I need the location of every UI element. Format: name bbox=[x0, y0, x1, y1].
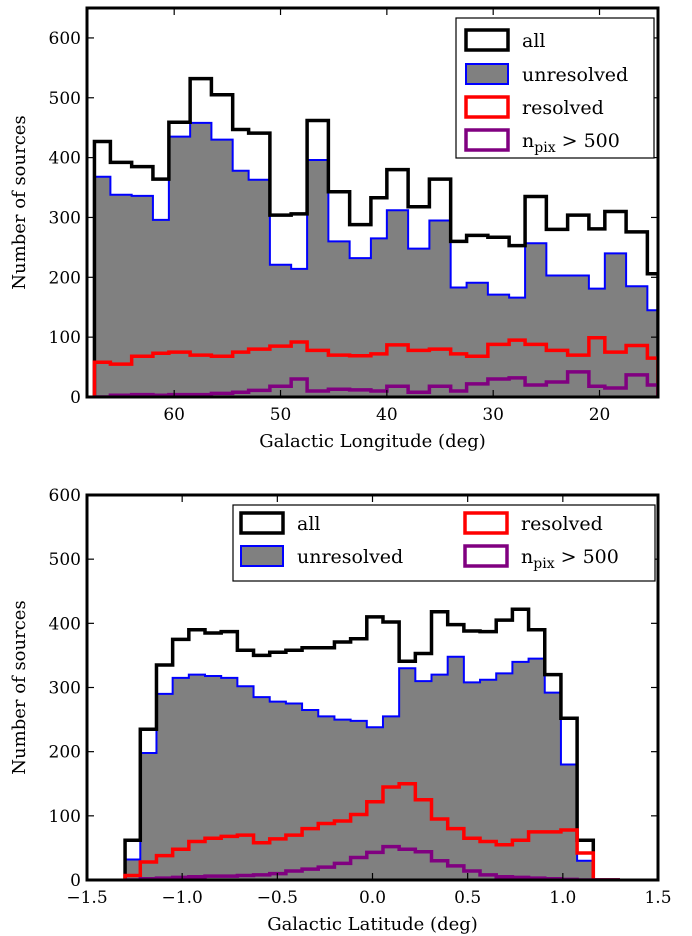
y-tick-label: 100 bbox=[49, 807, 81, 827]
y-tick-label: 500 bbox=[49, 550, 81, 570]
legend-box bbox=[232, 504, 656, 582]
x-axis-label: Galactic Longitude (deg) bbox=[259, 431, 486, 452]
series-unresolved-hist bbox=[93, 121, 658, 397]
y-tick-label: 600 bbox=[49, 486, 81, 506]
legend-label-all: all bbox=[297, 513, 320, 535]
axes-frame bbox=[85, 6, 660, 399]
x-tick-label: 1.5 bbox=[644, 888, 671, 908]
y-tick-label: 200 bbox=[49, 743, 81, 763]
x-tick-label: 0.0 bbox=[359, 888, 386, 908]
legend-swatch-resolved bbox=[464, 95, 510, 119]
plot-area bbox=[123, 607, 620, 880]
series-all-hist bbox=[92, 76, 658, 397]
y-tick-label: 0 bbox=[70, 871, 81, 891]
y-axis-label: Number of sources bbox=[9, 600, 30, 774]
y-tick-label: 300 bbox=[49, 208, 81, 228]
series-all-hist bbox=[123, 607, 620, 880]
legend-swatch-all bbox=[239, 511, 285, 535]
y-axis-label: Number of sources bbox=[9, 115, 30, 289]
legend-swatch-resolved bbox=[463, 511, 509, 535]
legend-label-resolved: resolved bbox=[521, 513, 603, 535]
chart-panel-2: −1.5 −1.0 −0.5 0.0 0.5 1.0 1.5 0 100 200 300 400 500… bbox=[9, 486, 672, 935]
y-tick-label: 300 bbox=[49, 679, 81, 699]
x-tick-label: 60 bbox=[163, 405, 185, 425]
series-npix-hist bbox=[94, 370, 658, 397]
legend-swatch-unresolved bbox=[465, 63, 509, 85]
legend-swatch-npix bbox=[464, 128, 510, 152]
x-tick-label: 40 bbox=[376, 405, 398, 425]
y-tick-label: 500 bbox=[49, 89, 81, 109]
x-tick-label: 50 bbox=[270, 405, 292, 425]
x-tick-label: 1.0 bbox=[549, 888, 576, 908]
y-tick-label: 200 bbox=[49, 268, 81, 288]
x-tick-label: −0.5 bbox=[257, 888, 298, 908]
legend-box bbox=[455, 17, 655, 159]
legend-swatch-npix bbox=[463, 544, 509, 568]
x-tick-label: 0.5 bbox=[454, 888, 481, 908]
legend-label-npix: npix > 500 bbox=[521, 546, 619, 572]
legend-label-unresolved: unresolved bbox=[297, 546, 403, 568]
x-tick-label: 30 bbox=[482, 405, 504, 425]
series-resolved-hist bbox=[123, 782, 620, 880]
x-tick-label: −1.0 bbox=[162, 888, 203, 908]
x-axis-label: Galactic Latitude (deg) bbox=[267, 914, 478, 935]
legend-label-npix: npix > 500 bbox=[522, 130, 620, 156]
series-resolved-hist bbox=[92, 336, 658, 397]
y-tick-label: 600 bbox=[49, 29, 81, 49]
y-tick-label: 400 bbox=[49, 614, 81, 634]
legend: all unresolved resolved npix > 500 bbox=[455, 17, 655, 159]
x-tick-label: −1.5 bbox=[66, 888, 107, 908]
x-tick-label: 20 bbox=[589, 405, 611, 425]
series-npix-hist bbox=[125, 844, 620, 880]
legend-label-all: all bbox=[522, 30, 545, 52]
legend-label-resolved: resolved bbox=[522, 97, 604, 119]
legend-swatch-all bbox=[464, 28, 510, 52]
plot-area bbox=[92, 76, 658, 397]
legend-swatch-unresolved bbox=[240, 545, 284, 567]
legend: all unresolved resolved npix > 500 bbox=[232, 504, 656, 582]
series-unresolved-hist bbox=[124, 655, 620, 880]
legend-label-unresolved: unresolved bbox=[522, 64, 628, 86]
y-tick-label: 0 bbox=[70, 388, 81, 408]
y-tick-label: 400 bbox=[49, 149, 81, 169]
y-tick-label: 100 bbox=[49, 328, 81, 348]
